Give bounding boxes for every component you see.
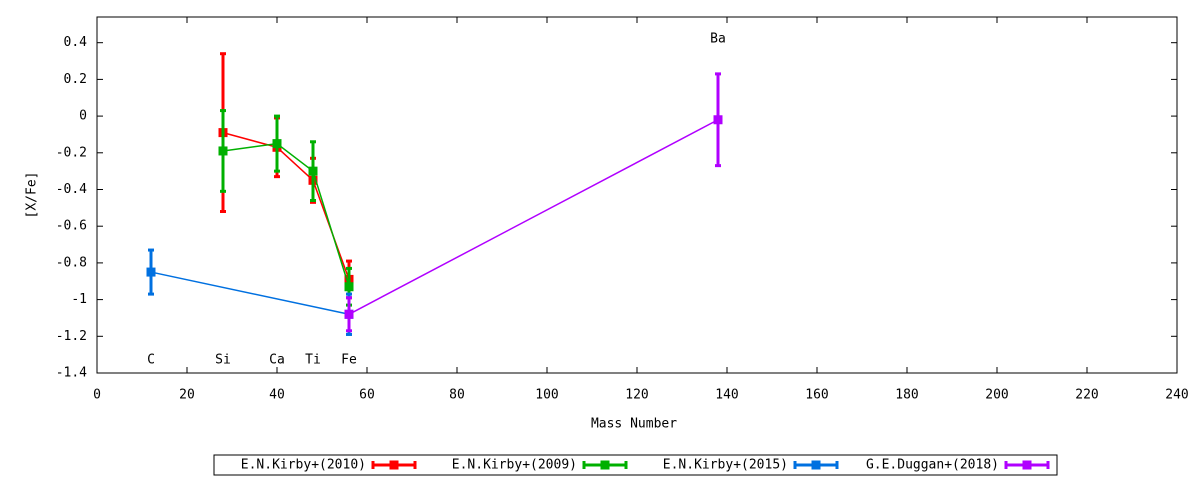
series-line [222, 142, 350, 287]
legend-frame [213, 454, 1058, 476]
marker [308, 166, 318, 176]
legend-marker [600, 460, 610, 470]
x-tick-label: 240 [1165, 388, 1188, 403]
series-line [150, 271, 350, 316]
marker [218, 146, 228, 156]
legend-label: G.E.Duggan+(2018) [866, 458, 999, 473]
x-tick-label: 40 [269, 388, 285, 403]
y-axis-label: [X/Fe] [25, 172, 40, 219]
marker [713, 115, 723, 125]
plot-frame [96, 16, 1178, 374]
marker [344, 309, 354, 319]
legend-marker [811, 460, 821, 470]
y-tick-label: 0 [79, 109, 87, 124]
x-tick-label: 140 [715, 388, 738, 403]
x-tick-label: 0 [93, 388, 101, 403]
marker [272, 139, 282, 149]
y-tick-label: -1.4 [56, 366, 87, 381]
element-label: C [147, 353, 155, 368]
x-tick-label: 180 [895, 388, 918, 403]
x-tick-label: 160 [805, 388, 828, 403]
y-tick-label: -0.4 [56, 182, 87, 197]
element-label: Ti [305, 353, 321, 368]
legend-label: E.N.Kirby+(2015) [663, 458, 788, 473]
y-tick-label: -0.2 [56, 145, 87, 160]
x-tick-label: 120 [625, 388, 648, 403]
y-tick-label: -1.2 [56, 329, 87, 344]
marker [344, 282, 354, 292]
marker [146, 267, 156, 277]
x-tick-label: 200 [985, 388, 1008, 403]
y-tick-label: -0.6 [56, 219, 87, 234]
legend-label: E.N.Kirby+(2010) [241, 458, 366, 473]
x-tick-label: 220 [1075, 388, 1098, 403]
legend-marker [1022, 460, 1032, 470]
legend-marker [389, 460, 399, 470]
x-tick-label: 60 [359, 388, 375, 403]
element-label: Fe [341, 353, 357, 368]
x-tick-label: 100 [535, 388, 558, 403]
x-axis-label: Mass Number [591, 417, 677, 432]
element-label: Si [215, 353, 231, 368]
element-label: Ba [710, 32, 726, 47]
y-tick-label: -1 [71, 292, 87, 307]
x-tick-label: 80 [449, 388, 465, 403]
y-tick-label: -0.8 [56, 255, 87, 270]
series-line [222, 131, 350, 280]
y-tick-label: 0.4 [64, 35, 88, 50]
series-line [348, 119, 719, 315]
y-tick-label: 0.2 [64, 72, 87, 87]
legend-label: E.N.Kirby+(2009) [452, 458, 577, 473]
element-label: Ca [269, 353, 285, 368]
x-tick-label: 20 [179, 388, 195, 403]
